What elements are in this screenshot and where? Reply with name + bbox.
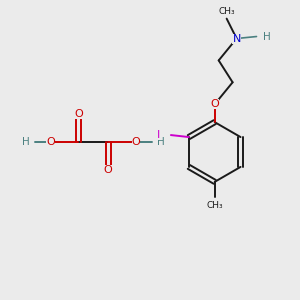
Text: O: O	[74, 109, 83, 119]
Text: CH₃: CH₃	[206, 201, 223, 210]
Text: H: H	[157, 137, 165, 147]
Text: O: O	[132, 137, 140, 147]
Text: O: O	[46, 137, 55, 147]
Text: CH₃: CH₃	[218, 7, 235, 16]
Text: H: H	[22, 137, 30, 147]
Text: O: O	[210, 99, 219, 109]
Text: I: I	[157, 130, 160, 140]
Text: N: N	[232, 34, 241, 44]
Text: O: O	[104, 165, 112, 175]
Text: H: H	[263, 32, 271, 41]
